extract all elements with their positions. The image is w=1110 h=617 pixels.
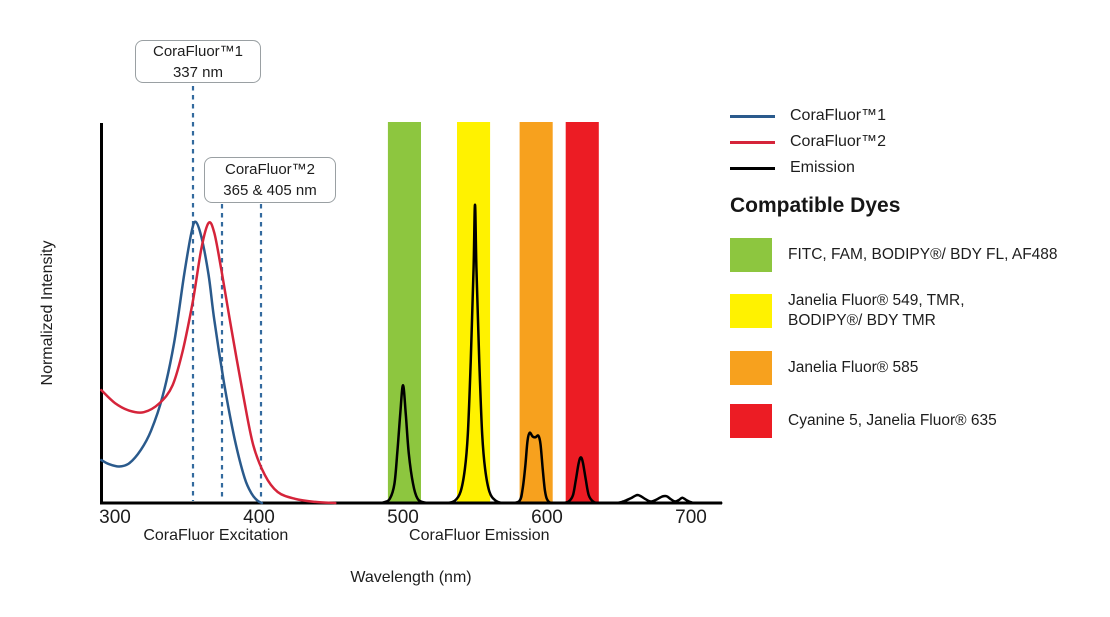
- callout-corafluor1: CoraFluor™1 337 nm: [135, 40, 261, 83]
- legend-line-blue: [730, 114, 775, 118]
- dye-item-red: Cyanine 5, Janelia Fluor® 635: [730, 403, 1102, 438]
- legend-item-emission: Emission: [730, 158, 1102, 178]
- dye-swatch-yellow: [730, 294, 772, 329]
- dye-item-orange: Janelia Fluor® 585: [730, 350, 1102, 385]
- dye-swatch-orange: [730, 350, 772, 385]
- legend-label: CoraFluor™2: [790, 133, 887, 150]
- x-axis-title: Wavelength (nm): [350, 569, 471, 586]
- filter-band-green: [387, 122, 421, 502]
- dye-label: Janelia Fluor® 585: [788, 358, 919, 376]
- x-tick-label-300: 300: [99, 507, 131, 528]
- callout-corafluor1-value: 337 nm: [172, 63, 224, 81]
- dye-swatch-red: [730, 403, 772, 438]
- dye-label: FITC, FAM, BODIPY®/ BDY FL, AF488: [788, 245, 1058, 263]
- x-tick-label-600: 600: [531, 507, 563, 528]
- dye-label: Janelia Fluor® 549, TMR, BODIPY®/ BDY TM…: [788, 292, 965, 330]
- legend-line-black: [730, 166, 775, 170]
- legend-item-corafluor2: CoraFluor™2: [730, 132, 1102, 152]
- filter-band-red: [565, 122, 599, 502]
- legend-panel: CoraFluor™1 CoraFluor™2 Emission Compati…: [730, 106, 1102, 457]
- legend-item-corafluor1: CoraFluor™1: [730, 106, 1102, 126]
- dye-swatch-green: [730, 238, 772, 272]
- axis-section-label-1: CoraFluor Emission: [409, 527, 549, 544]
- legend-line-red: [730, 140, 775, 144]
- dye-item-yellow: Janelia Fluor® 549, TMR, BODIPY®/ BDY TM…: [730, 291, 1102, 332]
- axis-section-label-0: CoraFluor Excitation: [143, 527, 288, 544]
- callout-corafluor2-value: 365 & 405 nm: [223, 182, 317, 199]
- dye-item-green: FITC, FAM, BODIPY®/ BDY FL, AF488: [730, 238, 1102, 272]
- legend-label: Emission: [790, 159, 855, 176]
- filter-band-yellow: [457, 122, 491, 502]
- callout-corafluor1-title: CoraFluor™1: [152, 42, 244, 60]
- x-tick-label-700: 700: [675, 507, 707, 528]
- callout-corafluor2: CoraFluor™2 365 & 405 nm: [204, 157, 336, 203]
- filter-band-orange: [519, 122, 553, 502]
- callout-corafluor2-title: CoraFluor™2: [224, 161, 316, 178]
- dye-label: Cyanine 5, Janelia Fluor® 635: [788, 411, 997, 429]
- series-emission: [358, 203, 723, 505]
- series-excitation-corafluor1: [100, 220, 264, 505]
- x-tick-label-400: 400: [243, 507, 275, 528]
- series-excitation-corafluor2: [100, 221, 337, 505]
- y-axis-title: Normalized Intensity: [39, 241, 56, 386]
- spectra-plot: 300 400 500 600 700 CoraFluor Excitation CoraF…: [39, 86, 723, 586]
- legend-label: CoraFluor™1: [790, 107, 887, 124]
- compatible-dyes-heading: Compatible Dyes: [730, 194, 901, 217]
- x-tick-label-500: 500: [387, 507, 419, 528]
